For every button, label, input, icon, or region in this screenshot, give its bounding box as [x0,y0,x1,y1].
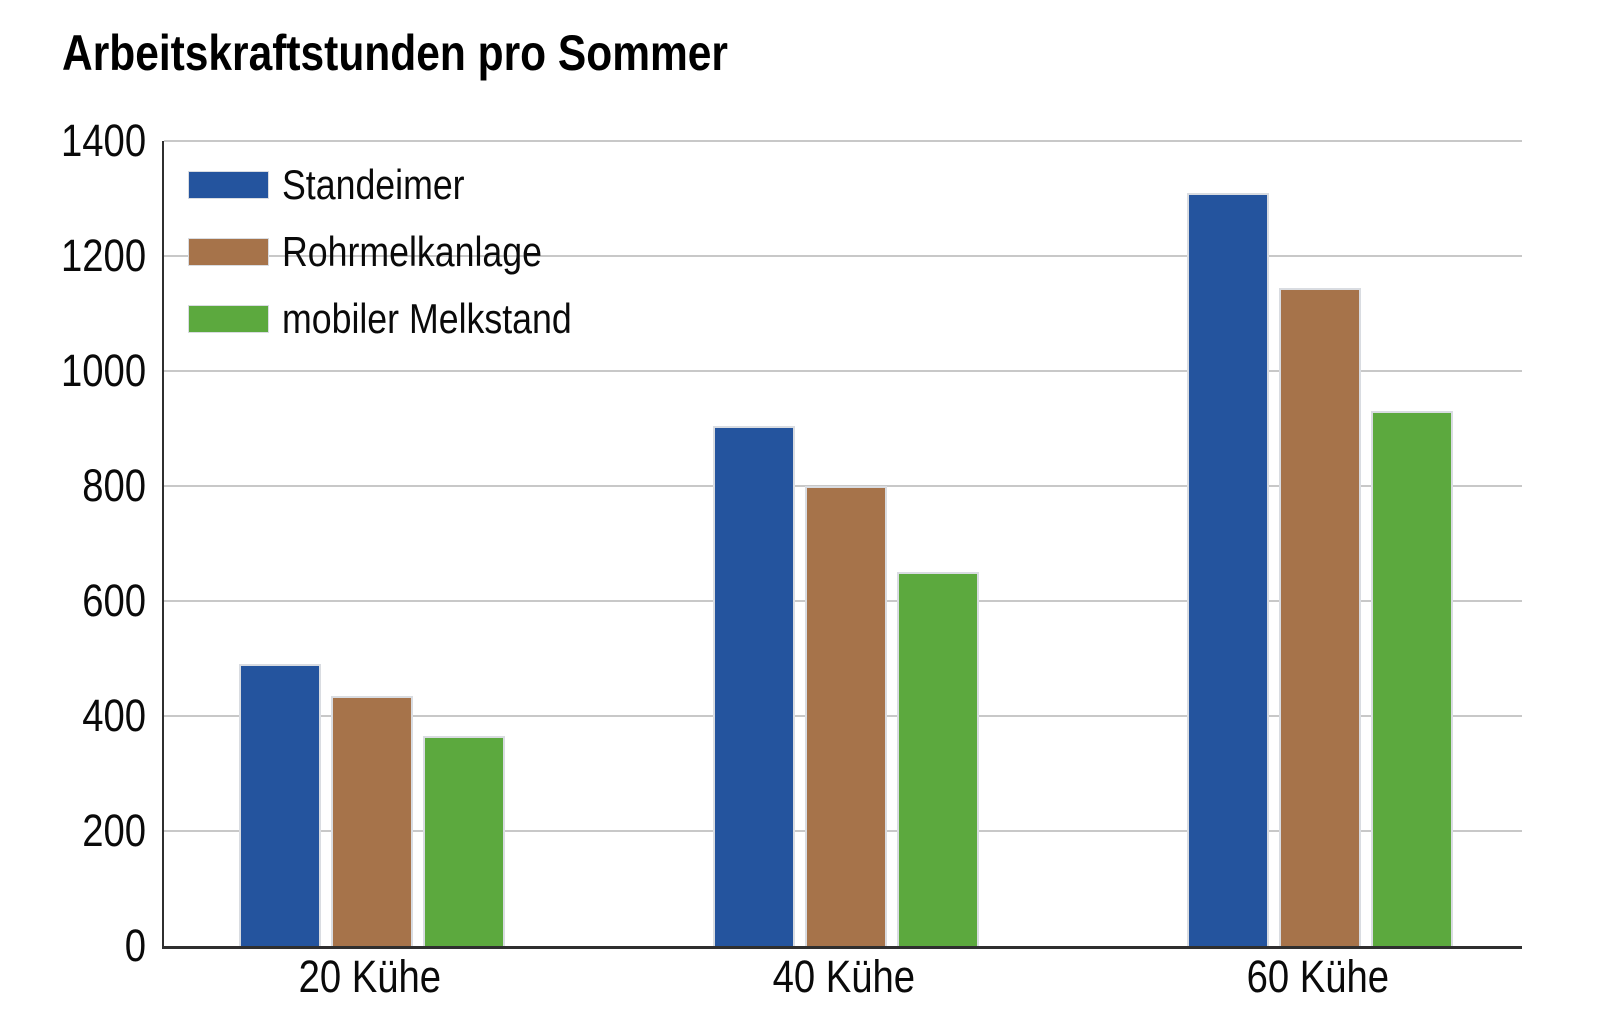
y-tick-text: 1400 [60,115,146,166]
legend: Standeimer Rohrmelkanlage mobiler Melkstan… [188,163,623,364]
x-label-20-kühe: 20 Kühe [220,952,520,1002]
legend-swatch-standeimer [188,171,269,199]
bar-rohrmelkanlage-40-kühe [805,486,887,946]
legend-row-rohrmelkanlage: Rohrmelkanlage [188,230,623,274]
chart-title-text: Arbeitskraftstunden pro Sommer [62,25,728,81]
bar-mobiler-melkstand-40-kühe [897,572,979,946]
x-label-text: 20 Kühe [298,951,442,1002]
y-tick-text: 600 [82,575,146,626]
gridline-1200 [164,255,1522,257]
y-tick-label-0: 0 [0,922,146,970]
bar-standeimer-40-kühe [713,426,795,946]
legend-row-mobiler-melkstand: mobiler Melkstand [188,297,623,341]
bar-rohrmelkanlage-60-kühe [1279,288,1361,946]
gridline-1400 [164,140,1522,142]
bar-standeimer-60-kühe [1187,193,1269,946]
y-tick-label-1200: 1200 [0,232,146,280]
legend-label-text: Standeimer [282,161,465,208]
legend-label-text: mobiler Melkstand [282,295,572,342]
y-tick-text: 0 [124,920,146,971]
legend-label-mobiler-melkstand: mobiler Melkstand [282,297,623,341]
bar-group-20-kühe [239,664,505,946]
legend-label-text: Rohrmelkanlage [282,228,542,275]
bar-group-60-kühe [1187,193,1453,946]
y-tick-text: 800 [82,460,146,511]
x-label-text: 60 Kühe [1246,951,1390,1002]
y-tick-text: 1000 [60,345,146,396]
bar-rohrmelkanlage-20-kühe [331,696,413,946]
bar-standeimer-20-kühe [239,664,321,946]
y-tick-label-800: 800 [0,462,146,510]
x-label-60-kühe: 60 Kühe [1168,952,1468,1002]
y-tick-label-600: 600 [0,577,146,625]
legend-label-standeimer: Standeimer [282,163,497,207]
bar-group-40-kühe [713,426,979,946]
plot-area: Standeimer Rohrmelkanlage mobiler Melkstan… [162,140,1522,949]
bar-mobiler-melkstand-20-kühe [423,736,505,946]
y-tick-label-1400: 1400 [0,117,146,165]
y-tick-label-200: 200 [0,807,146,855]
y-tick-text: 1200 [60,230,146,281]
legend-swatch-mobiler-melkstand [188,305,269,333]
y-tick-label-1000: 1000 [0,347,146,395]
y-tick-text: 200 [82,805,146,856]
gridline-1000 [164,370,1522,372]
x-label-text: 40 Kühe [772,951,916,1002]
bar-mobiler-melkstand-60-kühe [1371,411,1453,946]
legend-label-rohrmelkanlage: Rohrmelkanlage [282,230,588,274]
chart-title: Arbeitskraftstunden pro Sommer [62,26,845,80]
legend-row-standeimer: Standeimer [188,163,623,207]
legend-swatch-rohrmelkanlage [188,238,269,266]
y-tick-label-400: 400 [0,692,146,740]
x-label-40-kühe: 40 Kühe [694,952,994,1002]
y-tick-text: 400 [82,690,146,741]
